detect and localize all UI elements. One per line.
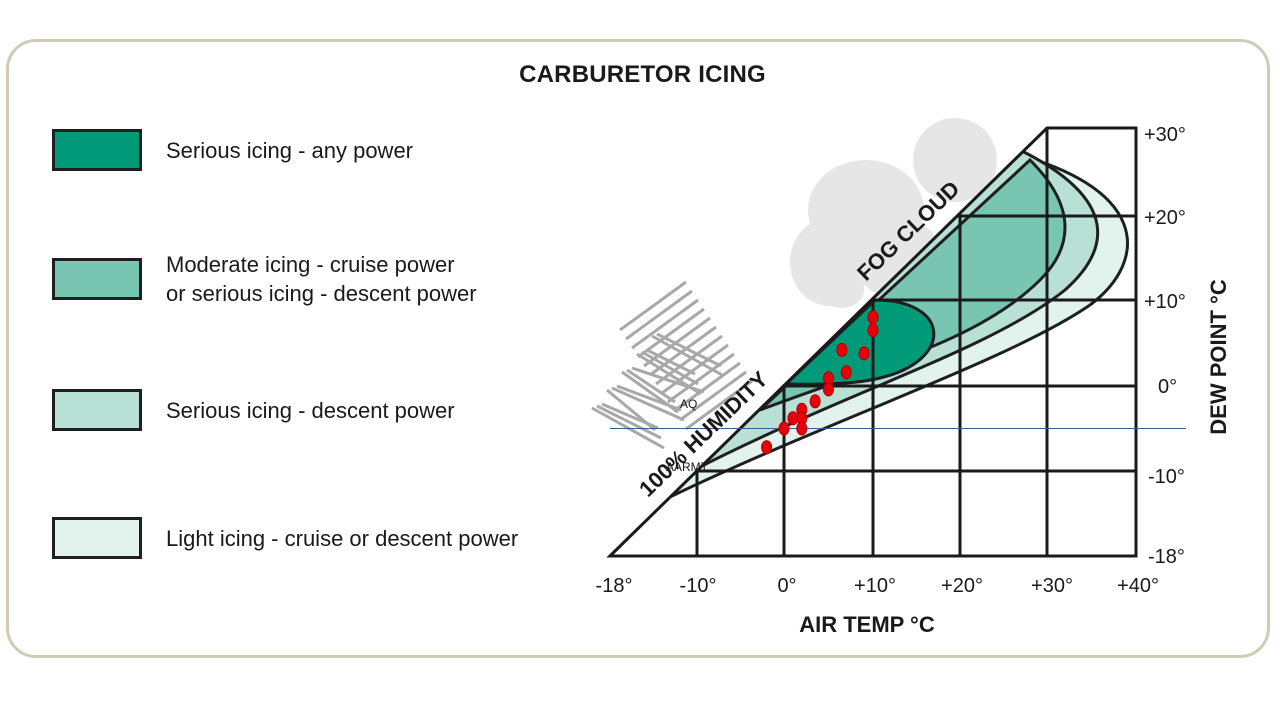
hatch-line <box>631 298 699 350</box>
x-axis-title: AIR TEMP °C <box>799 612 935 637</box>
x-tick-label: +20° <box>941 575 983 597</box>
legend-label: Serious icing - descent power <box>166 398 455 423</box>
hatch-line <box>643 316 711 368</box>
legend-swatch-moderate <box>52 258 142 300</box>
legend-label: Serious icing - any power <box>166 138 414 163</box>
data-point <box>796 421 808 436</box>
data-point <box>778 421 790 436</box>
data-point <box>867 310 879 325</box>
hatch-line <box>619 280 687 332</box>
legend-label: Moderate icing - cruise power <box>166 252 455 277</box>
x-tick-label: 0° <box>777 575 796 597</box>
y-tick-label: 0° <box>1158 376 1177 398</box>
x-tick-label: +40° <box>1117 575 1159 597</box>
x-tick-label: +10° <box>854 575 896 597</box>
y-axis-title: DEW POINT °C <box>1206 279 1231 435</box>
hatch-line <box>646 348 696 376</box>
hatch-line <box>621 370 679 414</box>
legend-label: Light icing - cruise or descent power <box>166 526 519 551</box>
hatch-line <box>625 289 693 341</box>
data-point <box>858 346 870 361</box>
hatch-line <box>606 388 656 432</box>
hatch-line <box>611 386 685 422</box>
annotation-aq: AQ <box>680 397 697 411</box>
hatch-line <box>655 334 723 386</box>
hatch-line <box>667 352 735 404</box>
legend-swatch-serious-any <box>52 129 142 171</box>
annotation-aarmt: AARMT <box>666 460 709 474</box>
y-tick-label: +20° <box>1144 207 1186 229</box>
hatch-line <box>641 350 699 386</box>
chart-outline <box>606 126 1138 558</box>
hatch-line <box>637 307 705 359</box>
zone-serious-any <box>782 298 936 386</box>
data-point <box>867 323 879 338</box>
hatch-line <box>656 332 722 368</box>
y-tick-label: +10° <box>1144 291 1186 313</box>
hatch-line <box>649 325 717 377</box>
legend-swatch-light <box>52 517 142 559</box>
data-point <box>809 394 821 409</box>
data-point <box>836 342 848 357</box>
legend-label: or serious icing - descent power <box>166 281 477 306</box>
page-title: CARBURETOR ICING <box>519 61 766 88</box>
humidity-hatch-icon <box>591 280 753 450</box>
hatch-line <box>685 379 753 431</box>
fog-cloud-icon <box>790 118 997 308</box>
y-axis-ticks: +30° +20° +10° 0° -10° -18° <box>1144 124 1186 568</box>
x-axis-ticks: -18° -10° 0° +10° +20° +30° +40° <box>596 575 1159 597</box>
data-point <box>840 365 852 380</box>
x-tick-label: +30° <box>1031 575 1073 597</box>
legend-swatch-serious-descent <box>52 389 142 431</box>
hatch-line <box>679 370 747 422</box>
y-tick-label: -10° <box>1148 466 1185 488</box>
hatch-line <box>596 404 662 440</box>
hatch-line <box>626 368 676 404</box>
data-point <box>823 382 834 397</box>
hatch-line <box>673 361 741 413</box>
data-point <box>761 440 773 455</box>
hatch-line <box>661 343 729 395</box>
y-tick-label: -18° <box>1148 546 1185 568</box>
y-tick-label: +30° <box>1144 124 1186 146</box>
x-tick-label: -18° <box>596 575 633 597</box>
x-tick-label: -10° <box>680 575 717 597</box>
data-points <box>761 310 879 455</box>
